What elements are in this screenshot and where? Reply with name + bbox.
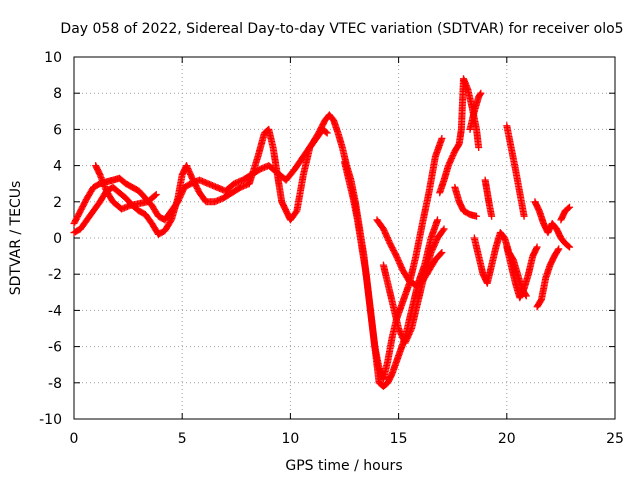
series-track: [92, 162, 160, 213]
series-track: [70, 125, 331, 238]
series-track: [470, 229, 530, 300]
data-point: [566, 203, 574, 211]
series-track: [557, 203, 574, 224]
data-point: [151, 191, 159, 199]
data-marks: [70, 75, 574, 390]
x-tick-label: 20: [498, 431, 516, 447]
series-track: [436, 75, 483, 197]
data-point: [437, 250, 445, 258]
data-point: [522, 292, 530, 300]
x-tick-label: 10: [281, 431, 299, 447]
series-track: [531, 198, 574, 251]
data-point: [439, 226, 447, 234]
y-tick-label: -10: [39, 412, 62, 428]
chart-title: Day 058 of 2022, Sidereal Day-to-day VTE…: [60, 21, 623, 37]
data-point: [476, 90, 484, 98]
data-point: [440, 225, 448, 233]
data-point: [475, 144, 483, 151]
data-point: [152, 191, 160, 199]
x-tick-label: 25: [606, 431, 624, 447]
data-point: [488, 212, 496, 220]
data-point: [564, 242, 572, 250]
x-tick-label: 5: [178, 431, 187, 447]
x-tick-label: 15: [390, 431, 408, 447]
y-axis-label: SDTVAR / TECUs: [8, 181, 24, 296]
x-axis-label: GPS time / hours: [285, 458, 402, 474]
y-tick-label: -4: [48, 303, 62, 319]
series-track: [373, 216, 446, 289]
axis-ticks: [73, 56, 616, 420]
data-point: [438, 248, 446, 256]
data-point: [323, 129, 331, 137]
data-point: [555, 245, 563, 253]
data-point: [473, 212, 481, 220]
series-track: [466, 89, 485, 133]
data-point: [533, 243, 541, 251]
y-tick-label: 6: [53, 122, 62, 138]
y-tick-label: 8: [53, 86, 62, 102]
y-tick-label: -2: [48, 267, 62, 283]
y-tick-label: 0: [53, 231, 62, 247]
y-tick-label: 10: [44, 50, 62, 66]
data-point: [554, 246, 562, 254]
series-track: [503, 122, 528, 220]
y-tick-label: 4: [53, 159, 62, 175]
data-point: [477, 89, 485, 97]
y-tick-labels: -10 -8 -6 -4 -2 0 2 4 6 8 10: [39, 50, 62, 428]
y-tick-label: 2: [53, 195, 62, 211]
y-tick-label: -6: [48, 340, 62, 356]
data-point: [322, 128, 330, 136]
x-tick-labels: 0 5 10 15 20 25: [70, 431, 624, 447]
x-tick-label: 0: [70, 431, 79, 447]
data-point: [434, 216, 442, 224]
y-tick-label: -8: [48, 376, 62, 392]
data-point: [564, 204, 572, 212]
series-track: [379, 225, 448, 347]
series-track: [451, 183, 481, 220]
data-point: [566, 243, 574, 251]
series-track: [533, 245, 563, 311]
series-track: [481, 176, 496, 220]
data-point: [520, 212, 528, 220]
series-track: [503, 243, 541, 302]
series-track: [341, 134, 446, 383]
data-point: [438, 134, 446, 142]
